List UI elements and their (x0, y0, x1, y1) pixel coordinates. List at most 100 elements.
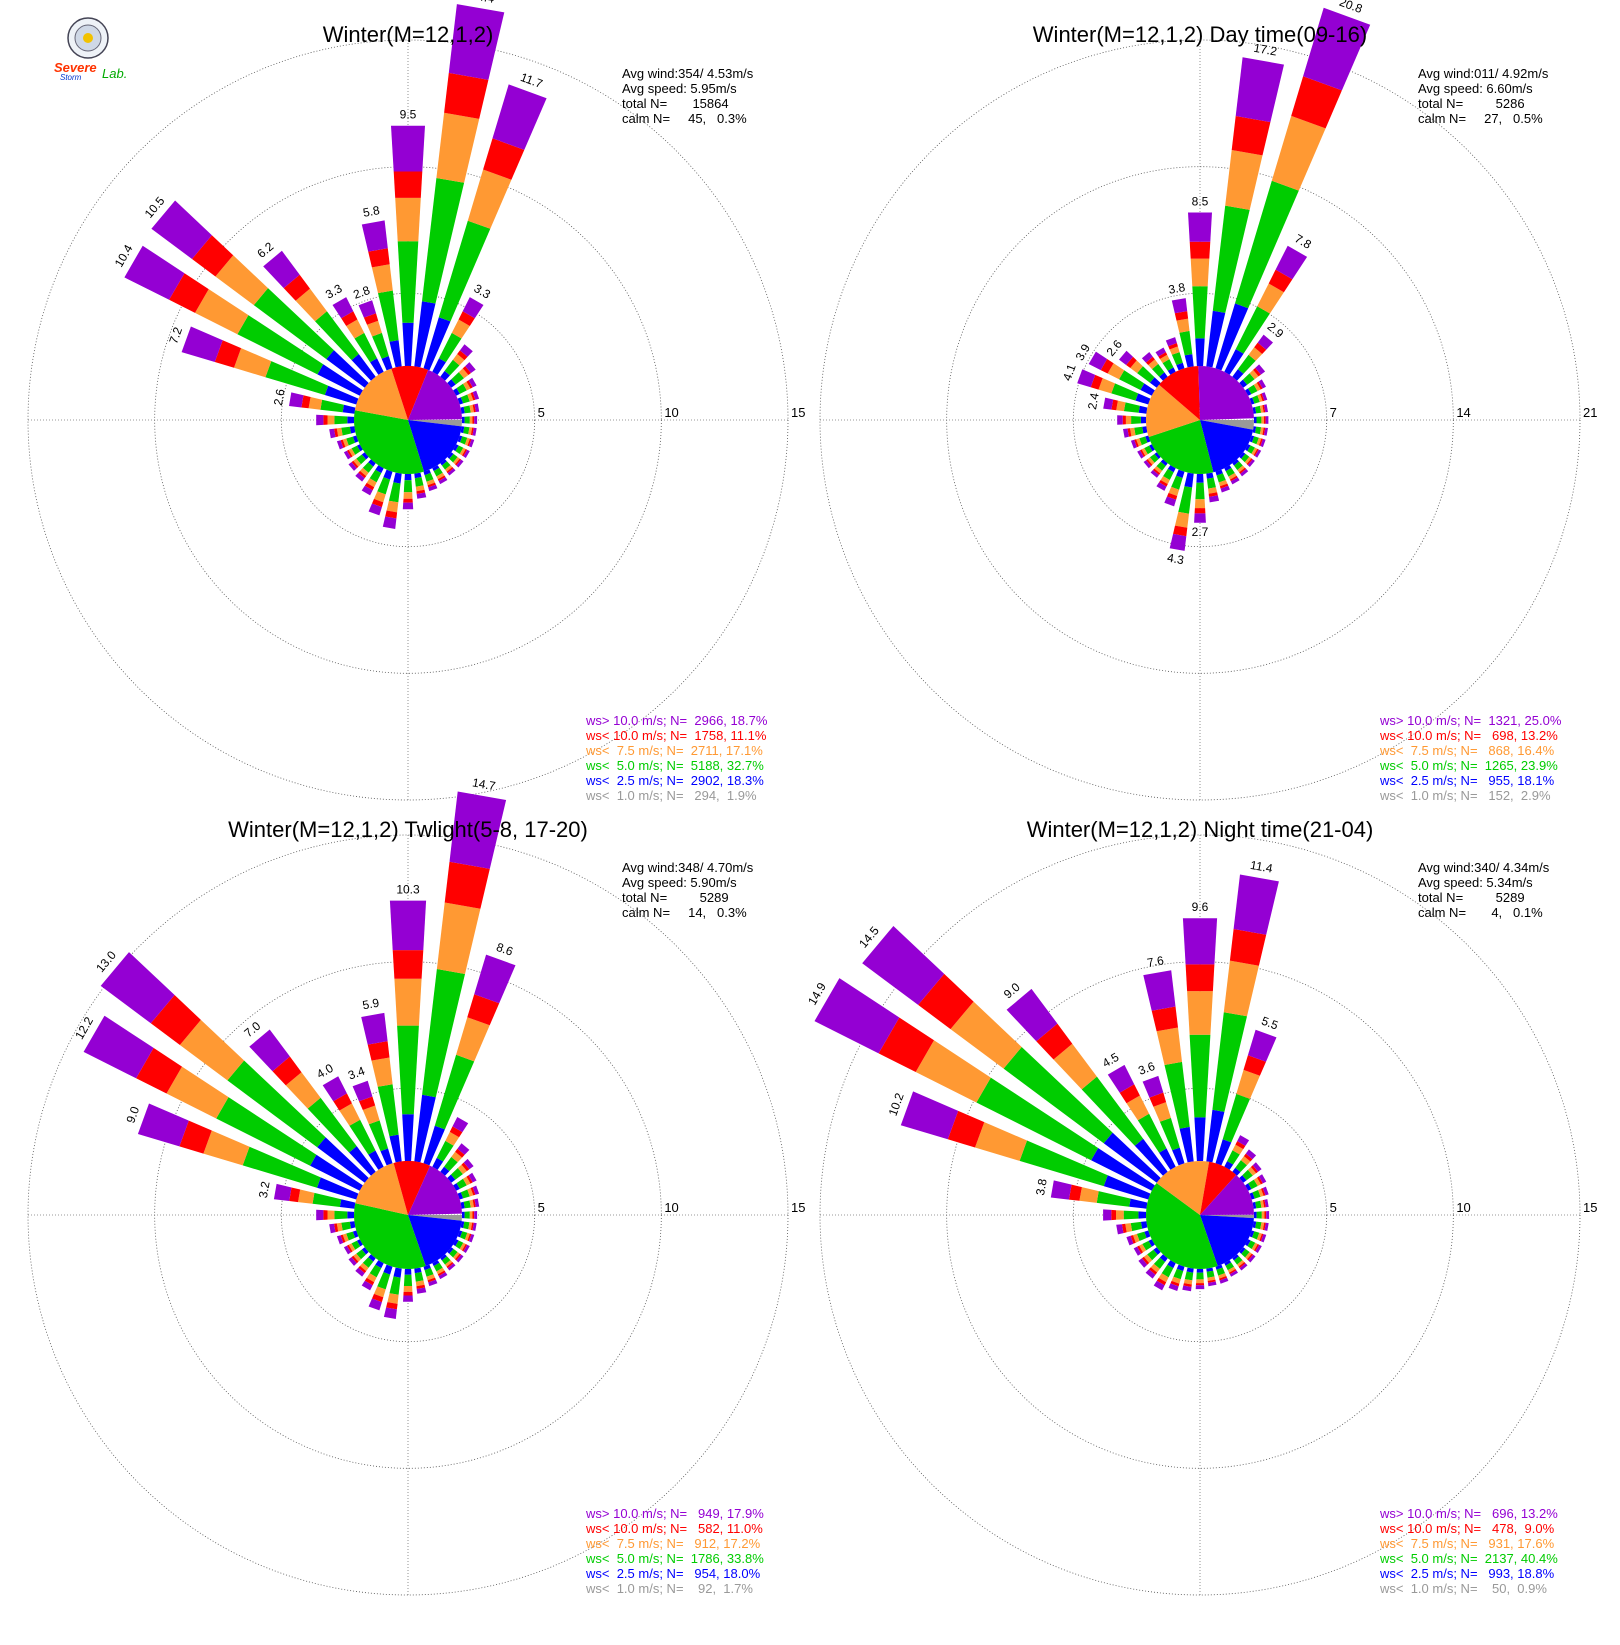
petal-segment (457, 1192, 464, 1200)
petal-segment (1167, 367, 1176, 375)
petal (1253, 416, 1269, 424)
petal-segment (472, 427, 477, 436)
speed-pie-slice (354, 368, 408, 420)
petal-segment (1019, 1140, 1108, 1187)
range-ring (946, 166, 1454, 674)
petal (1156, 465, 1176, 491)
petal (414, 1267, 427, 1294)
petal-segment (1159, 1148, 1176, 1170)
petal-segment (449, 453, 458, 463)
ring-tick-label: 10 (664, 1200, 678, 1215)
petal-segment (464, 437, 470, 446)
petal-segment (1248, 384, 1258, 395)
petal-segment (472, 1211, 475, 1219)
petal-segment (339, 1199, 356, 1209)
petal-segment (368, 248, 390, 268)
petal-segment (1264, 1222, 1269, 1231)
petal-segment (1254, 449, 1262, 458)
petal-segment (426, 1274, 435, 1281)
petal-segment (1264, 1211, 1267, 1219)
petal-segment (1088, 351, 1108, 371)
petal-segment (272, 1056, 302, 1086)
petal-segment (1239, 1247, 1246, 1254)
petal-segment (1255, 364, 1266, 375)
petal-segment (414, 1272, 424, 1282)
petal-segment (441, 1256, 451, 1265)
petal-segment (1153, 1102, 1171, 1122)
petal-segment (452, 354, 465, 366)
petal-segment (393, 171, 423, 198)
petal-segment (1258, 379, 1266, 389)
petal-segment (1251, 1242, 1258, 1251)
petal-segment (469, 416, 473, 424)
petal (423, 469, 438, 492)
petal (460, 1221, 477, 1231)
petal-segment (426, 479, 435, 486)
speed-pie-slice (1200, 420, 1254, 430)
petal-segment (343, 1245, 351, 1255)
petal: 3.3 (432, 281, 493, 375)
petal-segment (1232, 1167, 1241, 1176)
petal-segment (1222, 1093, 1250, 1143)
petal-segment (1159, 1117, 1180, 1151)
petal-segment (463, 1244, 470, 1253)
petal-segment (1149, 1092, 1167, 1107)
petal-segment (1116, 1210, 1124, 1220)
petal-segment (1192, 286, 1208, 339)
petal-segment (1140, 449, 1146, 457)
petal-segment (1257, 334, 1273, 350)
range-ring (27, 834, 789, 1596)
petal-segment (1196, 1268, 1204, 1273)
ring-tick-label: 21 (1583, 405, 1597, 420)
petal-segment (341, 426, 351, 436)
petal-segment (1259, 405, 1264, 413)
petal-segment (1145, 435, 1151, 443)
petal: 14.4 (414, 0, 505, 368)
petal-segment (1215, 303, 1249, 371)
petal-segment (1255, 1244, 1262, 1253)
petal-segment (1182, 918, 1218, 965)
petal (336, 435, 359, 450)
petal-segment (1241, 1248, 1250, 1258)
petal-segment (1212, 205, 1250, 313)
petal-segment (467, 1233, 472, 1242)
petal-segment (1240, 1156, 1251, 1166)
petal-segment (468, 1234, 475, 1243)
petal-segment (352, 1230, 359, 1238)
petal-segment (1126, 1235, 1134, 1246)
petal-segment (1241, 453, 1250, 463)
petal: 11.4 (1206, 858, 1279, 1163)
petal-segment (356, 454, 366, 465)
petal-segment (369, 469, 382, 483)
petal-segment (360, 467, 369, 477)
petal-segment (453, 1183, 460, 1191)
petal (447, 362, 476, 388)
petal-segment (976, 1077, 1099, 1161)
petal-segment (1206, 310, 1226, 368)
petal-segment (372, 1293, 384, 1303)
petal (1141, 352, 1168, 381)
petal-segment (1103, 1175, 1151, 1200)
petal-value-label: 9.0 (1001, 980, 1023, 1002)
petal-segment (449, 1248, 458, 1258)
petal-segment (472, 1185, 480, 1195)
petal-segment (1196, 473, 1204, 483)
petal-segment (1235, 1141, 1246, 1150)
stats-line: calm N= 14, 0.3% (622, 905, 747, 920)
petal-segment (1245, 1149, 1257, 1160)
petal-segment (348, 448, 356, 457)
petal-segment (1148, 1239, 1155, 1247)
petal-segment (342, 404, 356, 414)
petal-segment (1195, 338, 1205, 367)
legend-entry: ws< 7.5 m/s; N= 912, 17.2% (585, 1536, 761, 1551)
petal-segment (1077, 369, 1096, 388)
petal-segment (1144, 445, 1153, 455)
petal-segment (1232, 459, 1239, 466)
petal: 3.8 (1167, 280, 1194, 368)
petal-segment (83, 1015, 154, 1079)
petal-segment (215, 255, 268, 306)
petal-segment (1255, 1200, 1262, 1209)
petal-segment (461, 416, 465, 424)
petal-segment (1252, 1221, 1257, 1229)
petal-segment (436, 472, 445, 480)
